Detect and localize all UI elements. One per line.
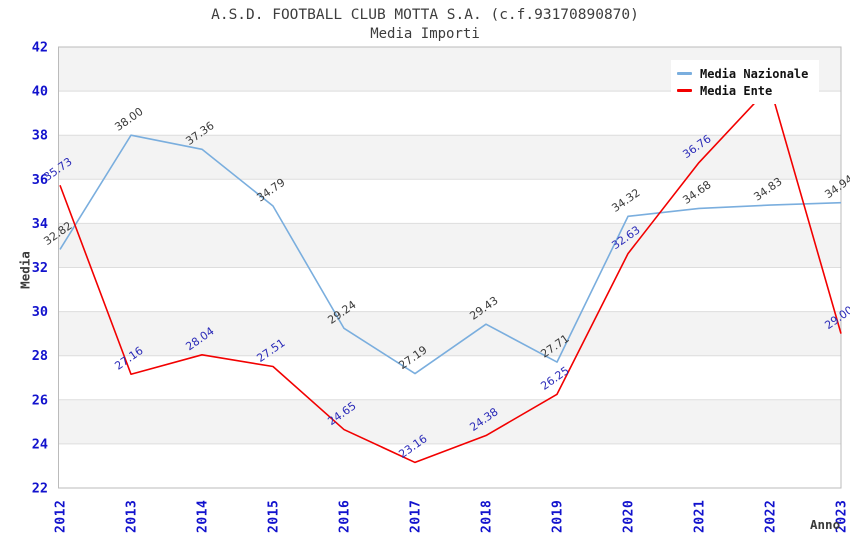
x-tick-label: 2023 bbox=[835, 500, 850, 533]
y-tick-label: 22 bbox=[32, 481, 48, 497]
y-tick-label: 36 bbox=[32, 172, 48, 188]
plot-band bbox=[58, 311, 841, 356]
y-tick-label: 32 bbox=[32, 260, 48, 276]
y-tick-label: 42 bbox=[32, 40, 48, 56]
y-tick-label: 26 bbox=[32, 392, 48, 408]
x-tick-label: 2013 bbox=[125, 500, 140, 533]
x-tick-label: 2015 bbox=[267, 500, 282, 533]
x-tick-label: 2020 bbox=[622, 500, 637, 533]
plot-border bbox=[58, 46, 842, 489]
point-label-media-nazionale: 38.00 bbox=[112, 105, 145, 134]
x-tick-label: 2017 bbox=[409, 500, 424, 533]
chart-subtitle: Media Importi bbox=[370, 26, 480, 42]
x-tick-label: 2019 bbox=[551, 500, 566, 533]
y-axis-title: Media bbox=[17, 251, 33, 289]
x-tick-label: 2014 bbox=[196, 500, 211, 533]
x-tick-label: 2021 bbox=[693, 500, 708, 533]
point-label-media-nazionale: 34.68 bbox=[680, 178, 713, 207]
y-tick-label: 24 bbox=[32, 436, 48, 452]
y-tick-label: 34 bbox=[32, 216, 48, 232]
chart-title: A.S.D. FOOTBALL CLUB MOTTA S.A. (c.f.931… bbox=[211, 7, 639, 23]
legend: Media Nazionale Media Ente bbox=[671, 60, 819, 104]
x-axis-title: Anno bbox=[810, 517, 841, 532]
legend-label-nazionale: Media Nazionale bbox=[700, 66, 809, 81]
legend-item-media-nazionale: Media Nazionale bbox=[677, 65, 819, 82]
x-tick-label: 2012 bbox=[54, 500, 69, 533]
x-tick-label: 2016 bbox=[338, 500, 353, 533]
y-tick-label: 28 bbox=[32, 348, 48, 364]
legend-swatch-nazionale-icon bbox=[677, 72, 692, 75]
media-ente-line bbox=[59, 85, 842, 464]
point-label-media-nazionale: 34.79 bbox=[254, 176, 287, 205]
x-tick-label: 2018 bbox=[480, 500, 495, 533]
y-tick-label: 30 bbox=[32, 304, 48, 320]
legend-item-media-ente: Media Ente bbox=[677, 82, 819, 99]
x-tick-label: 2022 bbox=[764, 500, 779, 533]
plot-band bbox=[58, 223, 841, 268]
point-label-media-nazionale: 34.32 bbox=[609, 186, 642, 215]
y-tick-label: 38 bbox=[32, 128, 48, 144]
media-nazionale-line bbox=[59, 134, 842, 375]
y-tick-label: 40 bbox=[32, 84, 48, 100]
legend-swatch-ente-icon bbox=[677, 89, 692, 92]
point-label-media-ente: 26.25 bbox=[538, 364, 571, 393]
plot-band bbox=[58, 135, 841, 180]
plot-band bbox=[58, 399, 841, 444]
legend-label-ente: Media Ente bbox=[700, 83, 773, 98]
